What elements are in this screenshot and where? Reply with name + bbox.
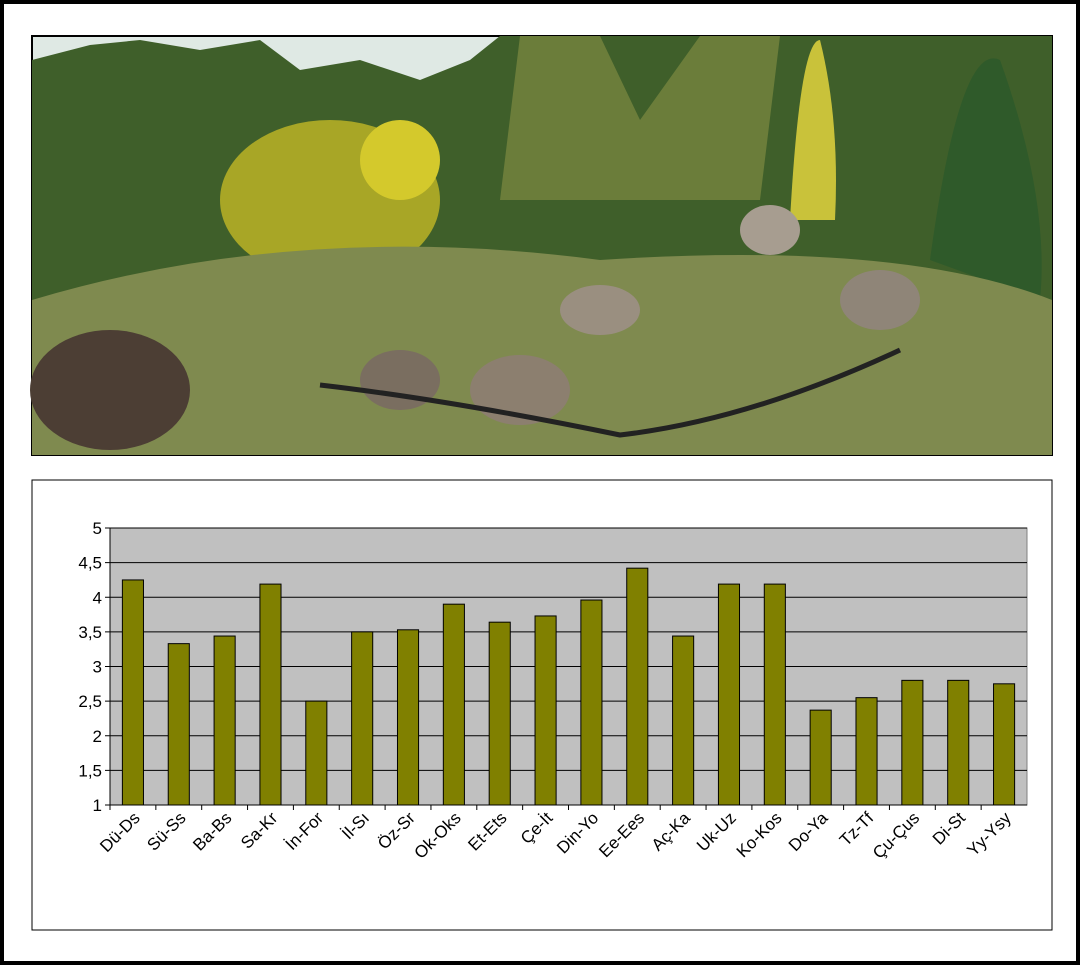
y-tick-label: 2,5 [78, 692, 102, 711]
bar [442, 603, 465, 806]
y-tick-label: 4,5 [78, 554, 102, 573]
bar [763, 583, 786, 806]
y-tick-label: 3 [93, 658, 102, 677]
bar [947, 679, 970, 806]
bar [580, 599, 603, 806]
bar [213, 635, 236, 806]
y-tick-label: 1 [93, 796, 102, 815]
y-tick-label: 1,5 [78, 761, 102, 780]
y-tick-label: 4 [93, 588, 102, 607]
bar [901, 679, 924, 806]
bar [351, 631, 374, 806]
bar [488, 621, 511, 806]
y-tick-label: 3,5 [78, 623, 102, 642]
bar [993, 683, 1016, 806]
y-tick-label: 2 [93, 727, 102, 746]
bar [855, 697, 878, 806]
bar [809, 709, 832, 806]
bar [121, 579, 144, 806]
bar [717, 583, 741, 806]
bar [626, 567, 649, 806]
bar [534, 615, 557, 806]
bar [396, 629, 420, 806]
y-tick-label: 5 [93, 519, 102, 538]
garden-photo [30, 35, 1053, 456]
bar [305, 700, 328, 806]
bar [672, 635, 695, 806]
bar [167, 643, 190, 806]
bar [259, 583, 282, 806]
